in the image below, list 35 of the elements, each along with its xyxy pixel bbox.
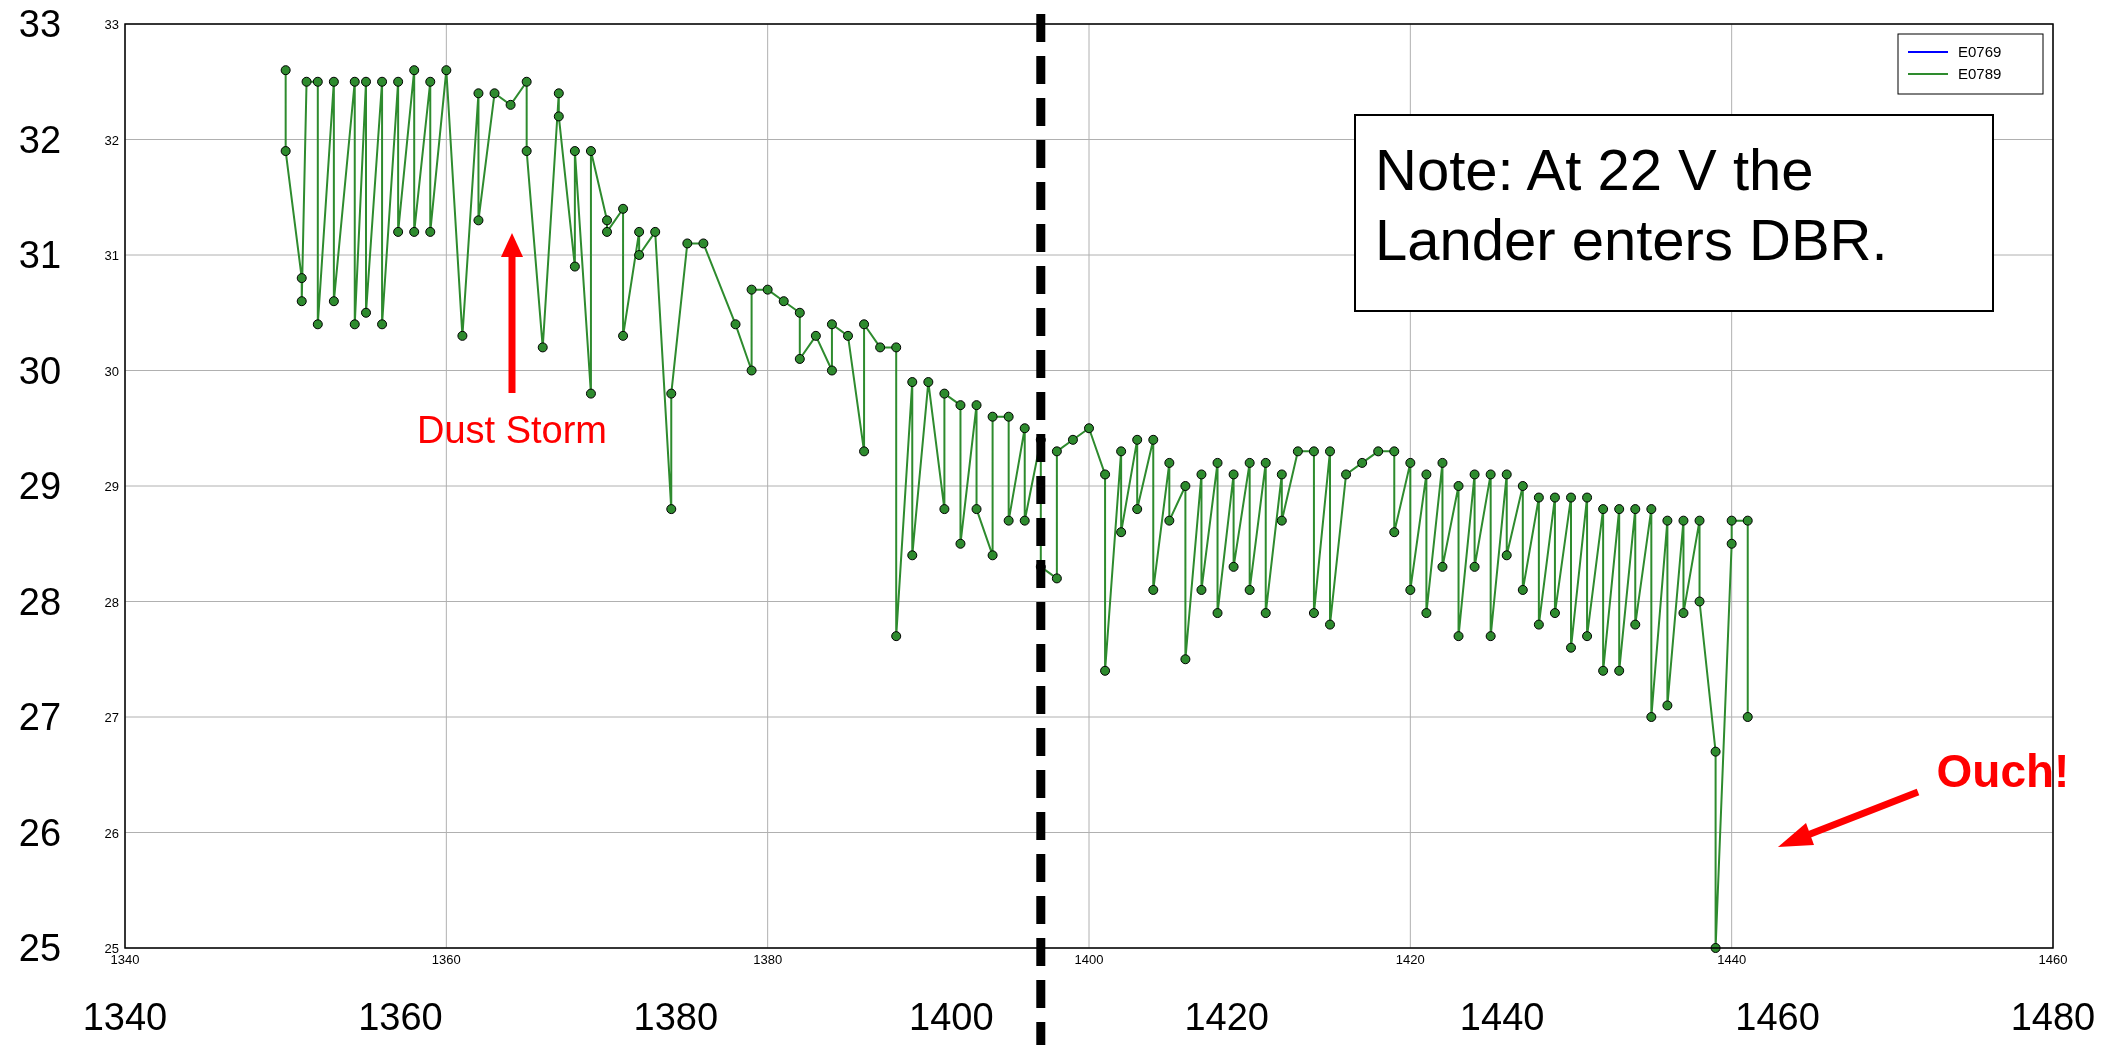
x-tick-label: 1440 [1717, 952, 1747, 967]
x-tick-label: 1360 [431, 952, 461, 967]
annotation: Note: At 22 V the Lander enters DBR. [1375, 137, 1888, 272]
x-tick-label: 1380 [753, 952, 783, 967]
x2-tick-label: 1400 [909, 996, 994, 1038]
legend-label: E0789 [1958, 65, 2002, 82]
x-tick-label: 1420 [1395, 952, 1425, 967]
legend-label: E0769 [1958, 43, 2002, 60]
x2-tick-label: 1480 [2010, 996, 2096, 1038]
x2-tick-label: 1380 [633, 996, 719, 1038]
y2-tick-label: 29 [104, 479, 119, 494]
annotation: Dust Storm [416, 409, 608, 451]
x-tick-label: 1400 [1074, 952, 1104, 967]
y2-tick-label: 27 [104, 710, 119, 725]
x2-tick-label: 1420 [1184, 996, 1269, 1038]
y2-tick-label: 28 [104, 594, 119, 610]
y2-tick-label: 30 [104, 363, 119, 379]
y-tick-label: 33 [18, 3, 62, 45]
x2-tick-label: 1340 [82, 996, 168, 1038]
y-tick-label: 30 [18, 349, 62, 392]
y-tick-label: 28 [18, 580, 62, 623]
y-tick-label: 25 [18, 927, 62, 969]
y-tick-label: 32 [18, 118, 62, 161]
y2-tick-label: 26 [104, 825, 119, 841]
y-tick-label: 31 [18, 234, 62, 276]
y2-tick-label: 32 [104, 132, 119, 148]
y2-tick-label: 31 [104, 248, 119, 263]
x-tick-label: 1460 [2038, 952, 2068, 967]
y-tick-label: 27 [18, 696, 62, 738]
y-tick-label: 26 [18, 811, 62, 854]
y2-tick-label: 33 [104, 17, 119, 32]
x2-tick-label: 1460 [1735, 996, 1820, 1038]
x2-tick-label: 1440 [1459, 996, 1545, 1038]
x2-tick-label: 1360 [358, 996, 443, 1038]
y-tick-label: 29 [18, 465, 62, 507]
